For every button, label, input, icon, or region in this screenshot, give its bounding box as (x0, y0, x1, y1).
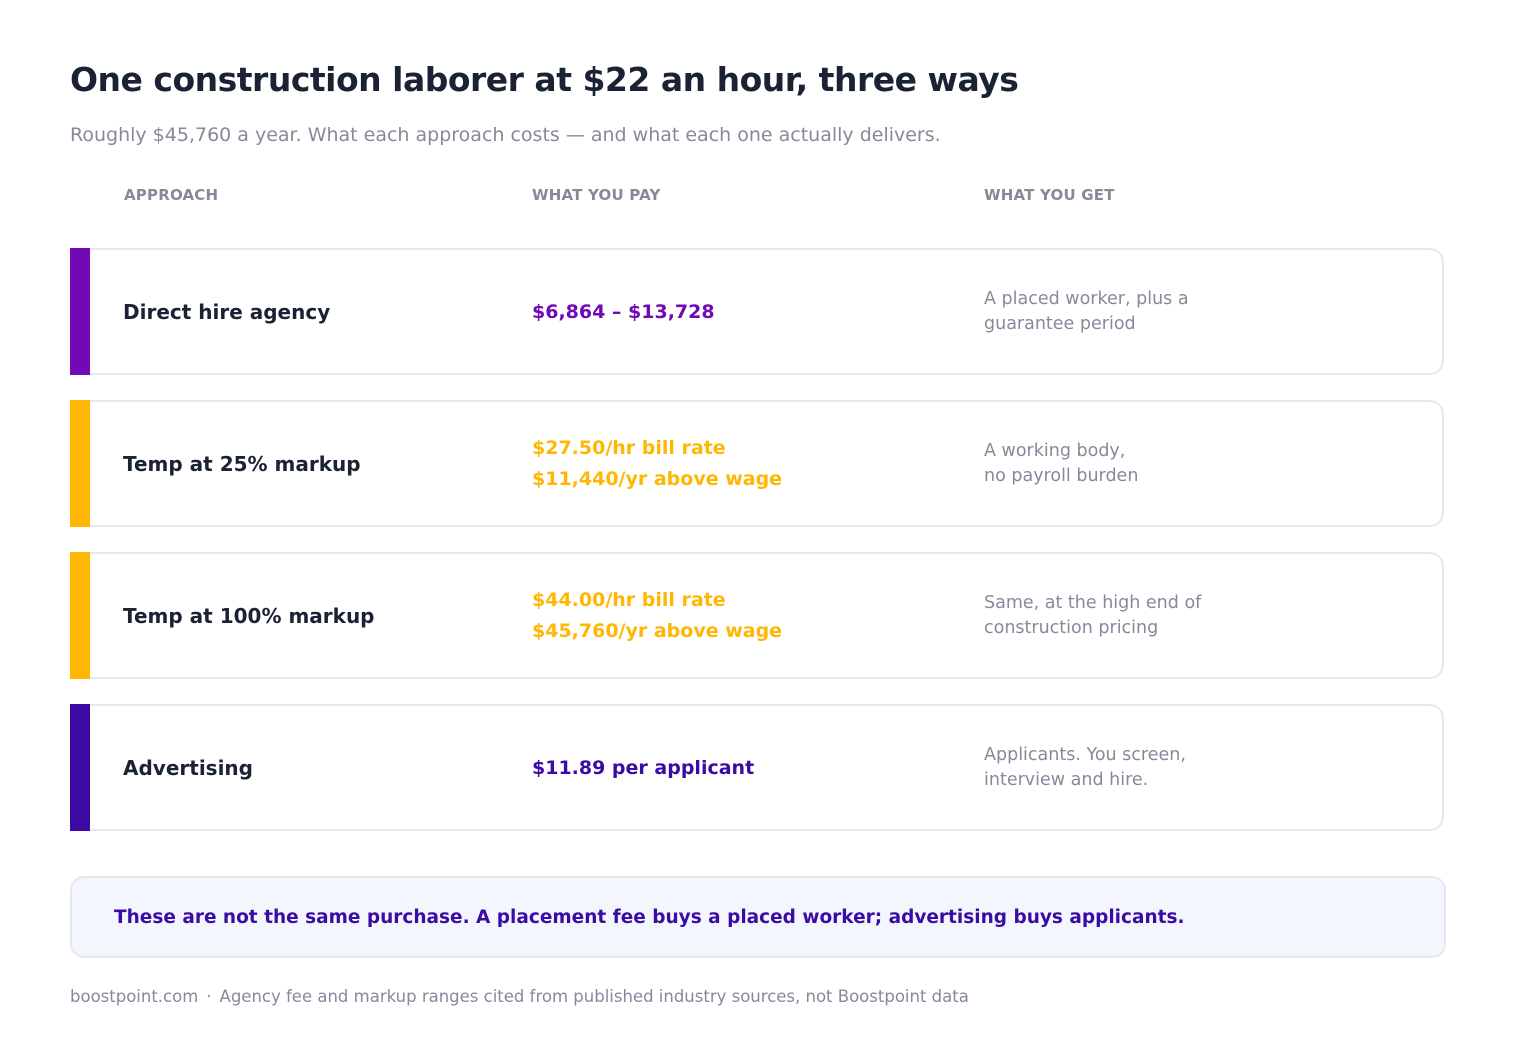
row-approach-label: Temp at 100% markup (123, 603, 375, 628)
row-direct-hire-agency: Direct hire agency $6,864 – $13,728 A pl… (70, 248, 1444, 375)
row-pay-line: $11,440/yr above wage (532, 468, 783, 490)
row-approach-label: Temp at 25% markup (123, 451, 361, 476)
row-get-line: guarantee period (984, 313, 1136, 334)
row-pay: $44.00/hr bill rate $45,760/yr above wag… (532, 554, 782, 677)
row-approach-label: Direct hire agency (123, 299, 331, 324)
callout-box: These are not the same purchase. A place… (70, 876, 1446, 958)
row-get-line: no payroll burden (984, 465, 1139, 486)
row-pay-line: $45,760/yr above wage (532, 620, 783, 642)
row-pay: $6,864 – $13,728 (532, 250, 715, 373)
footer-site: boostpoint.com (70, 987, 199, 1006)
row-get: Applicants. You screen, interview and hi… (984, 706, 1244, 829)
callout-text: These are not the same purchase. A place… (114, 906, 1185, 928)
page-title: One construction laborer at $22 an hour,… (70, 60, 1019, 99)
column-header-approach: APPROACH (124, 186, 219, 204)
row-temp-100-markup: Temp at 100% markup $44.00/hr bill rate … (70, 552, 1444, 679)
row-get: A working body, no payroll burden (984, 402, 1244, 525)
row-get: A placed worker, plus a guarantee period (984, 250, 1244, 373)
row-pay-line: $6,864 – $13,728 (532, 300, 715, 323)
row-accent-bar (70, 552, 90, 679)
row-get-line: interview and hire. (984, 769, 1149, 790)
row-pay-line: $11.89 per applicant (532, 756, 755, 779)
row-temp-25-markup: Temp at 25% markup $27.50/hr bill rate $… (70, 400, 1444, 527)
row-pay: $27.50/hr bill rate $11,440/yr above wag… (532, 402, 782, 525)
column-header-get: WHAT YOU GET (984, 186, 1115, 204)
row-accent-bar (70, 704, 90, 831)
footer: boostpoint.com · Agency fee and markup ran… (70, 987, 969, 1006)
row-get-line: Same, at the high end of (984, 592, 1202, 613)
column-header-pay: WHAT YOU PAY (532, 186, 661, 204)
footer-separator: · (206, 987, 212, 1006)
footer-note: Agency fee and markup ranges cited from … (219, 987, 969, 1006)
row-get-line: A working body, (984, 440, 1126, 461)
row-get-line: A placed worker, plus a (984, 288, 1189, 309)
row-advertising: Advertising $11.89 per applicant Applica… (70, 704, 1444, 831)
row-pay: $11.89 per applicant (532, 706, 754, 829)
row-get-line: Applicants. You screen, (984, 744, 1186, 765)
row-pay-line: $27.50/hr bill rate (532, 437, 726, 459)
row-get: Same, at the high end of construction pr… (984, 554, 1244, 677)
row-get-line: construction pricing (984, 617, 1159, 638)
row-accent-bar (70, 400, 90, 527)
row-accent-bar (70, 248, 90, 375)
page-subtitle: Roughly $45,760 a year. What each approa… (70, 124, 941, 146)
row-pay-line: $44.00/hr bill rate (532, 589, 726, 611)
row-approach-label: Advertising (123, 755, 253, 780)
